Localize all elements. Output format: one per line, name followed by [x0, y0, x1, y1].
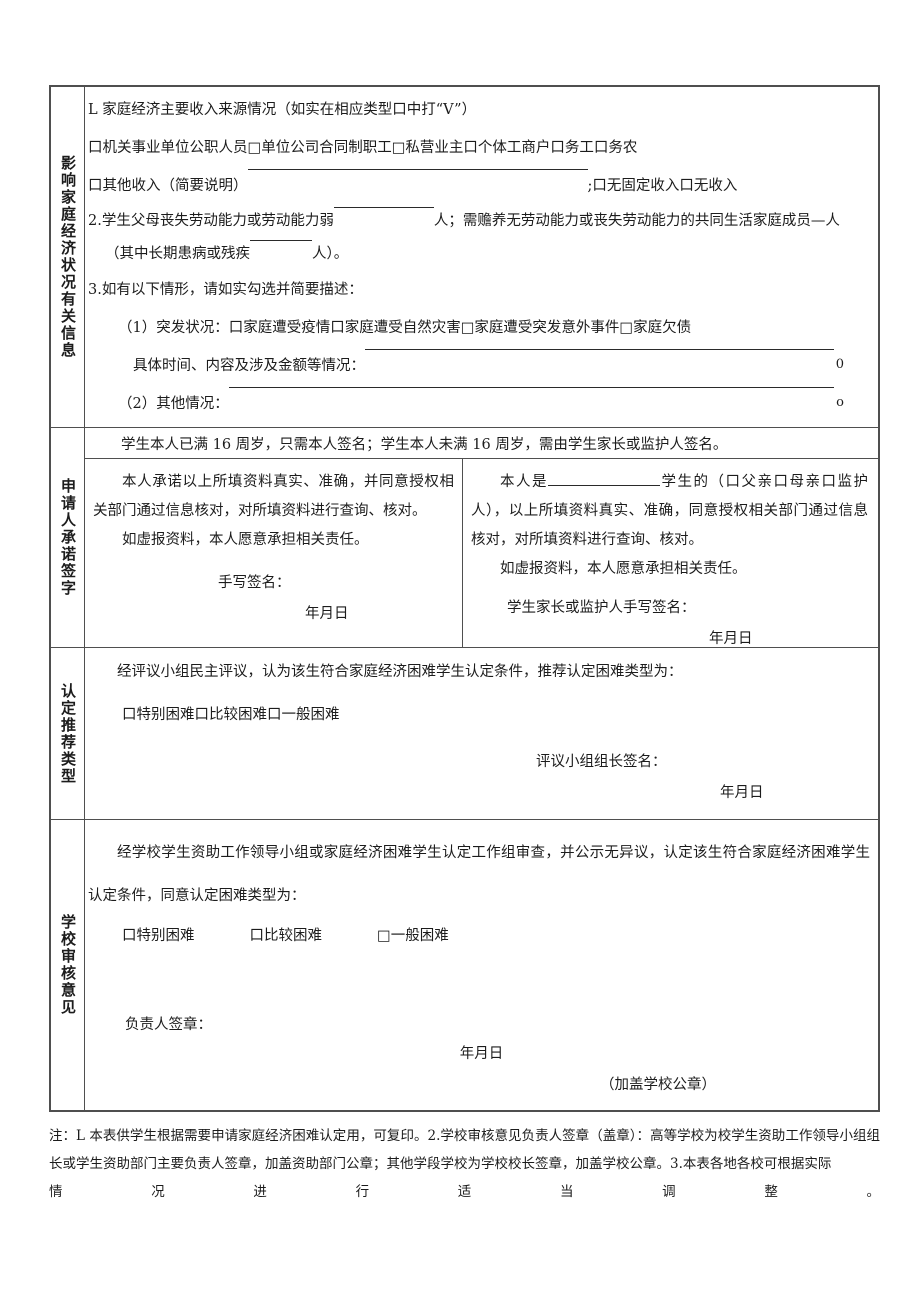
- student-signature-date: 年月日: [305, 606, 349, 622]
- signature-instruction: 学生本人已满 16 周岁，只需本人签名；学生本人未满 16 周岁，需由学生家长或…: [85, 428, 878, 459]
- blank-labor-count: [333, 203, 434, 208]
- form-notes: 注：L 本表供学生根据需要申请家庭经济困难认定用，可复印。2.学校审核意见负责人…: [49, 1122, 880, 1206]
- labor-ability-line: 2.学生父母丧失劳动能力或劳动能力弱 人；需赡养无劳动能力或丧失劳动能力的共同生…: [88, 203, 872, 236]
- emergency-detail-line: 具体时间、内容及涉及金额等情况： 0: [133, 345, 844, 383]
- income-source-options: 口机关事业单位公职人员□单位公司合同制职工□私营业主口个体工商户口务工口务农: [88, 139, 638, 156]
- student-commitment-cell: 本人承诺以上所填资料真实、准确，并同意授权相关部门通过信息核对，对所填资料进行查…: [85, 459, 463, 647]
- illness-line: （其中长期患病或残疾 人）。: [105, 236, 872, 269]
- responsible-person-seal-label: 负责人签章：: [125, 1017, 212, 1033]
- blank-other-situation: [228, 383, 835, 388]
- row-label-recommended-type: 认定推荐类型: [59, 682, 77, 785]
- student-liability-text: 如虚报资料，本人愿意承担相关责任。: [122, 532, 369, 548]
- school-review-text: 经学校学生资助工作领导小组或家庭经济困难学生认定工作组审查，并公示无异议，认定该…: [88, 845, 870, 904]
- row-label-cell: 学校审核意见: [51, 820, 85, 1110]
- school-seal-note: （加盖学校公章）: [600, 1077, 716, 1093]
- school-review-date: 年月日: [459, 1046, 504, 1062]
- situations-title: 3.如有以下情形，请如实勾选并简要描述：: [88, 281, 363, 298]
- guardian-signature-date: 年月日: [709, 631, 753, 647]
- option-general-difficulty: □一般困难: [377, 928, 449, 944]
- review-committee-text: 经评议小组民主评议，认为该生符合家庭经济困难学生认定条件，推荐认定困难类型为：: [117, 664, 683, 680]
- committee-leader-signature-label: 评议小组组长签名：: [536, 754, 667, 770]
- option-special-difficulty: 口特别困难: [122, 928, 195, 944]
- notes-text: 注：L 本表供学生根据需要申请家庭经济困难认定用，可复印。2.学校审核意见负责人…: [49, 1128, 880, 1172]
- form-table: 影响家庭经济状况有关信息 L 家庭经济主要收入来源情况（如实在相应类型口中打“V…: [49, 85, 880, 1112]
- student-signature-label: 手写签名：: [218, 575, 291, 591]
- difficulty-type-options: 口特别困难口比较困难口一般困难: [122, 707, 340, 723]
- income-source-title: L 家庭经济主要收入来源情况（如实在相应类型口中打“V”）: [88, 101, 477, 118]
- guardian-liability-text: 如虚报资料，本人愿意承担相关责任。: [500, 561, 747, 577]
- row-label-cell: 影响家庭经济状况有关信息: [51, 87, 85, 427]
- blank-illness-count: [250, 236, 312, 241]
- guardian-signature-label: 学生家长或监护人手写签名：: [507, 600, 696, 616]
- applicant-commitment-content: 学生本人已满 16 周岁，只需本人签名；学生本人未满 16 周岁，需由学生家长或…: [85, 428, 878, 647]
- notes-last-line: 情况进行适当调整。: [49, 1184, 880, 1200]
- row-label-applicant-commitment: 申请人承诺签字: [59, 478, 77, 597]
- other-income-line: 口其他收入（简要说明） ;口无固定收入口无收入: [88, 165, 872, 203]
- option-relative-difficulty: 口比较困难: [249, 928, 323, 944]
- guardian-commitment-cell: 本人是 学生的（口父亲口母亲口监护人），以上所填资料真实、准确，同意授权相关部门通…: [463, 459, 878, 647]
- row-label-family-economic-info: 影响家庭经济状况有关信息: [59, 155, 77, 359]
- school-difficulty-options: 口特别困难 口比较困难 □一般困难: [122, 924, 878, 945]
- row-applicant-commitment: 申请人承诺签字 学生本人已满 16 周岁，只需本人签名；学生本人未满 16 周岁…: [51, 428, 878, 648]
- guardian-commitment-text: 本人是 学生的（口父亲口母亲口监护人），以上所填资料真实、准确，同意授权相关部门通…: [471, 474, 868, 548]
- emergency-options: （1）突发状况：口家庭遭受疫情口家庭遭受自然灾害□家庭遭受突发意外事件□家庭欠债: [118, 319, 692, 336]
- school-review-content: 经学校学生资助工作领导小组或家庭经济困难学生认定工作组审查，并公示无异议，认定该…: [85, 820, 878, 1110]
- row-label-cell: 申请人承诺签字: [51, 428, 85, 647]
- commitment-columns: 本人承诺以上所填资料真实、准确，并同意授权相关部门通过信息核对，对所填资料进行查…: [85, 459, 878, 647]
- row-recommended-type: 认定推荐类型 经评议小组民主评议，认为该生符合家庭经济困难学生认定条件，推荐认定…: [51, 648, 878, 820]
- student-commitment-text: 本人承诺以上所填资料真实、准确，并同意授权相关部门通过信息核对，对所填资料进行查…: [93, 474, 454, 519]
- committee-signature-date: 年月日: [720, 785, 764, 801]
- blank-other-income: [247, 165, 588, 170]
- row-label-school-review: 学校审核意见: [59, 914, 77, 1016]
- row-family-economic-info: 影响家庭经济状况有关信息 L 家庭经济主要收入来源情况（如实在相应类型口中打“V…: [51, 87, 878, 428]
- row-label-cell: 认定推荐类型: [51, 648, 85, 819]
- row-school-review: 学校审核意见 经学校学生资助工作领导小组或家庭经济困难学生认定工作组审查，并公示…: [51, 820, 878, 1110]
- blank-student-name: [548, 481, 660, 486]
- other-situation-line: （2）其他情况： o: [118, 383, 844, 421]
- recommended-type-content: 经评议小组民主评议，认为该生符合家庭经济困难学生认定条件，推荐认定困难类型为： …: [85, 648, 878, 819]
- blank-emergency-detail: [365, 345, 834, 350]
- family-economic-info-content: L 家庭经济主要收入来源情况（如实在相应类型口中打“V”） 口机关事业单位公职人…: [85, 87, 878, 427]
